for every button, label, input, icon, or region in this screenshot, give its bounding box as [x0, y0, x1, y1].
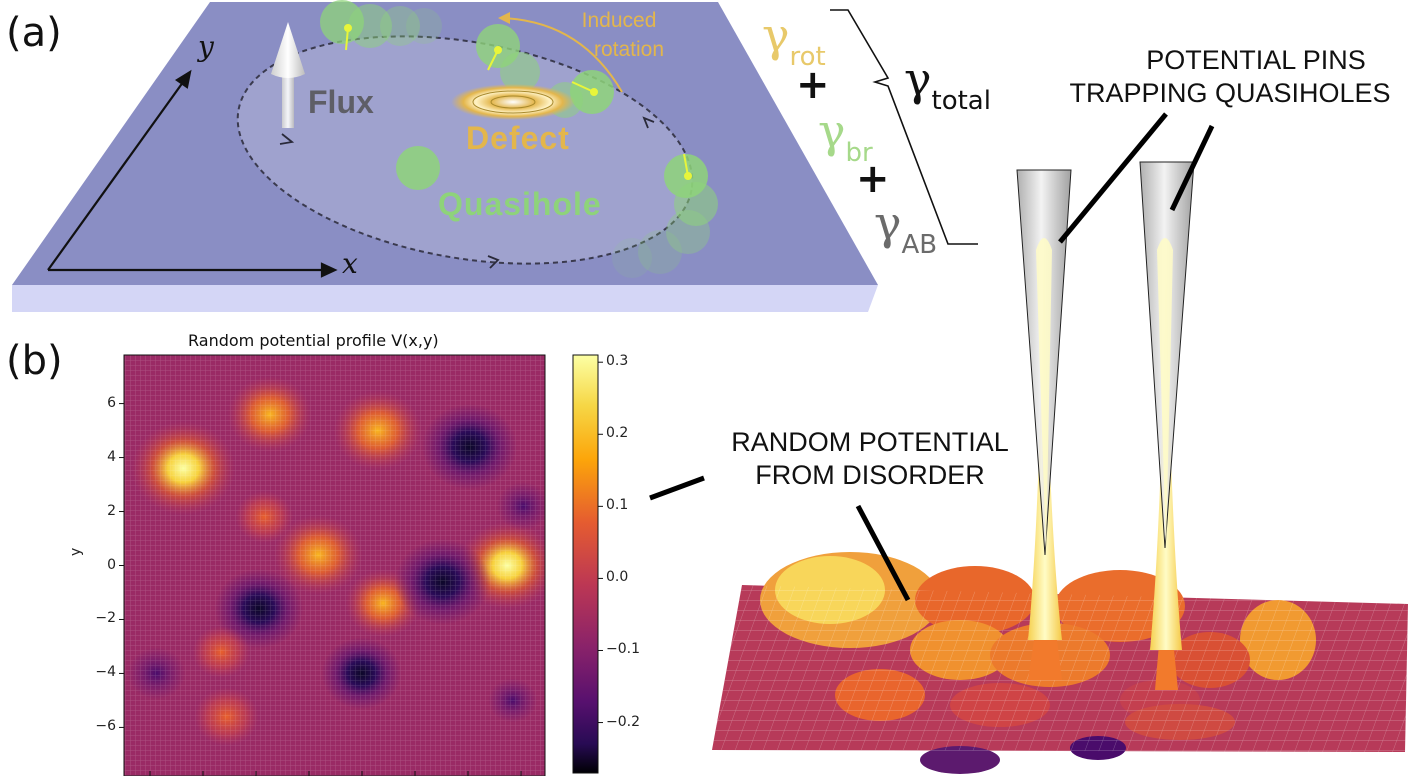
pins-annotation: POTENTIAL PINS TRAPPING QUASIHOLES: [1050, 44, 1410, 110]
colorbar-tick-label: 0.1: [606, 497, 629, 514]
flux-arrow-icon: [271, 22, 305, 128]
y-tick-label: 6: [107, 394, 116, 411]
random-annotation: RANDOM POTENTIAL FROM DISORDER: [700, 426, 1040, 492]
gamma-rot-subscript: rot: [789, 42, 826, 72]
gamma-br-symbol: γ: [818, 104, 846, 158]
heatmap-title: Random potential profile V(x,y): [188, 331, 439, 350]
y-tick-label: 4: [107, 448, 116, 465]
gamma-brace: [830, 9, 978, 245]
y-tick-label: −2: [95, 610, 116, 627]
induced-rotation-line1: Induced: [581, 9, 657, 32]
colorbar: [572, 354, 599, 774]
defect-icon: [451, 84, 575, 120]
defect-label: Defect: [466, 120, 570, 156]
colorbar-tick-label: 0.2: [606, 425, 629, 442]
heatmap-plot-area: [124, 355, 545, 776]
pins-line2: TRAPPING QUASIHOLES: [1069, 78, 1391, 108]
coordinate-axes: [47, 69, 338, 278]
colorbar-tick-label: −0.1: [606, 641, 640, 658]
axis-x-label: x: [342, 247, 358, 280]
colorbar-tick-label: 0.0: [606, 569, 629, 586]
induced-rotation-label: Induced rotation: [572, 6, 664, 64]
gamma-total-term: γtotal: [904, 52, 991, 116]
potential-pin-left-icon: [1016, 169, 1072, 556]
heatmap-y-axis: [119, 403, 124, 728]
flux-label: Flux: [308, 84, 374, 120]
induced-rotation-line2: rotation: [594, 38, 665, 61]
plus-sign-2: +: [856, 156, 890, 202]
gamma-rot-term: γrot: [762, 8, 826, 72]
y-tick-label: −4: [95, 664, 116, 681]
random-line2: FROM DISORDER: [755, 460, 985, 490]
gamma-ab-symbol: γ: [874, 196, 902, 250]
colorbar-tick-label: −0.2: [606, 713, 640, 730]
plane-surface: [12, 2, 878, 285]
gamma-br-subscript: br: [845, 138, 873, 168]
panel-a-label: (a): [6, 10, 62, 56]
gamma-total-subscript: total: [931, 86, 991, 116]
gamma-ab-subscript: AB: [901, 230, 938, 260]
colorbar-ticks: [598, 361, 603, 724]
gamma-rot-symbol: γ: [762, 8, 790, 62]
plus-sign-1: +: [796, 62, 830, 108]
colorbar-tick-label: 0.3: [606, 353, 629, 370]
gamma-ab-term: γAB: [874, 196, 937, 260]
gamma-total-symbol: γ: [904, 52, 932, 106]
axis-y-label: y: [198, 30, 214, 63]
gamma-br-term: γbr: [818, 104, 873, 168]
heatmap-x-ticks: [149, 771, 522, 776]
induced-rotation-arrow: [498, 12, 623, 93]
heatmap-ylabel: y: [68, 547, 84, 556]
plane-side-edge: [12, 285, 878, 312]
random-line1: RANDOM POTENTIAL: [731, 427, 1009, 457]
y-tick-label: 0: [107, 556, 116, 573]
quasihole-label: Quasihole: [438, 186, 602, 222]
y-tick-label: 2: [107, 502, 116, 519]
potential-pin-right-icon: [1139, 161, 1195, 549]
pins-line1: POTENTIAL PINS: [1146, 45, 1366, 75]
y-tick-label: −6: [95, 718, 116, 735]
panel-b-label: (b): [6, 338, 63, 384]
annotation-lines: [649, 112, 1215, 602]
